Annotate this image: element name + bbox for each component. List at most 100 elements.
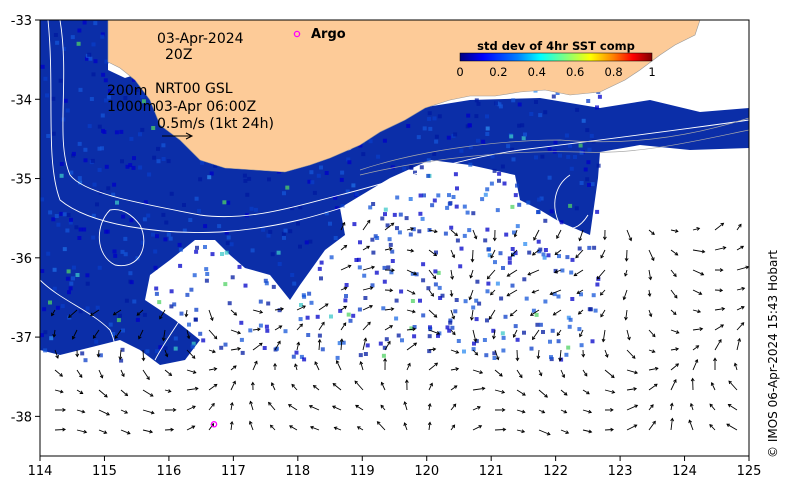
- sst-pixel: [590, 339, 595, 344]
- sst-pixel: [433, 282, 438, 287]
- current-arrow: [554, 269, 562, 274]
- current-arrow-head: [710, 382, 715, 386]
- current-arrow-head: [604, 354, 609, 358]
- current-arrow: [648, 229, 655, 235]
- current-arrow: [249, 421, 254, 431]
- current-arrow: [450, 424, 455, 431]
- sst-pixel: [217, 224, 222, 229]
- sst-pixel: [344, 294, 348, 298]
- current-arrow: [573, 269, 584, 276]
- current-arrow-head: [294, 363, 298, 368]
- current-arrow-head: [186, 335, 191, 340]
- sst-pixel: [147, 172, 152, 177]
- current-arrow-head: [474, 351, 479, 356]
- sst-pixel: [204, 278, 209, 283]
- current-arrow-head: [577, 310, 582, 315]
- current-arrow: [270, 424, 276, 431]
- current-arrow-head: [672, 311, 677, 315]
- sst-pixel: [418, 298, 422, 303]
- current-arrow-head: [277, 340, 281, 345]
- sst-pixel: [194, 196, 199, 201]
- sst-pixel: [422, 126, 427, 131]
- current-arrow-head: [287, 404, 292, 408]
- sst-pixel: [462, 233, 467, 238]
- sst-pixel: [346, 312, 351, 317]
- current-arrow-head: [302, 305, 306, 309]
- current-arrow: [318, 322, 325, 331]
- sst-pixel: [134, 87, 139, 92]
- current-arrow-head: [269, 424, 274, 429]
- current-arrow-head: [624, 272, 628, 277]
- sst-pixel: [543, 299, 548, 304]
- current-arrow: [648, 383, 658, 391]
- argo-label: Argo: [311, 27, 346, 42]
- sst-pixel: [98, 353, 103, 358]
- current-arrow: [428, 422, 431, 431]
- sst-pixel: [75, 273, 80, 277]
- current-arrow-head: [521, 409, 526, 414]
- sst-pixel: [498, 104, 503, 109]
- sst-pixel: [85, 306, 90, 311]
- sst-pixel: [78, 227, 83, 232]
- sst-pixel: [123, 236, 128, 241]
- sst-pixel: [70, 35, 75, 40]
- sst-pixel: [384, 337, 389, 342]
- current-arrow-head: [473, 338, 478, 343]
- sst-pixel: [166, 159, 171, 164]
- sst-pixel: [105, 229, 110, 234]
- current-arrow-head: [106, 412, 110, 416]
- current-arrow-head: [126, 430, 131, 435]
- sst-pixel: [437, 114, 442, 119]
- current-arrow-head: [112, 311, 117, 316]
- sst-pixel: [76, 41, 81, 46]
- sst-pixel: [386, 265, 391, 270]
- current-arrow: [208, 423, 214, 431]
- sst-pixel: [132, 156, 136, 161]
- sst-pixel: [306, 333, 311, 337]
- sst-pixel: [341, 340, 346, 345]
- sst-pixel: [537, 197, 542, 202]
- sst-pixel: [340, 170, 345, 175]
- current-arrow: [596, 269, 606, 280]
- sst-pixel: [510, 247, 515, 251]
- current-arrow: [527, 269, 540, 276]
- sst-pixel: [520, 123, 525, 128]
- sst-pixel: [124, 298, 129, 303]
- sst-pixel: [299, 303, 303, 307]
- sst-pixel: [309, 170, 314, 175]
- current-arrow-head: [648, 276, 653, 281]
- sst-pixel: [158, 345, 163, 350]
- sst-pixel: [119, 358, 124, 363]
- sst-pixel: [426, 158, 431, 163]
- current-arrow: [404, 422, 408, 431]
- sst-pixel: [586, 160, 591, 165]
- sst-pixel: [43, 348, 48, 353]
- current-arrow-head: [688, 419, 692, 424]
- sst-pixel: [566, 345, 571, 350]
- current-arrow-head: [52, 333, 57, 338]
- sst-pixel: [290, 273, 295, 277]
- current-arrow-head: [332, 405, 336, 410]
- sst-pixel: [573, 155, 577, 159]
- sst-pixel: [586, 99, 591, 103]
- current-arrow-head: [170, 427, 175, 432]
- sst-pixel: [223, 282, 228, 287]
- sst-pixel: [58, 78, 63, 83]
- current-arrow: [54, 428, 66, 431]
- current-arrow-head: [75, 353, 80, 358]
- colorbar-tick-label: 0.6: [566, 65, 584, 79]
- current-arrow-head: [141, 357, 146, 362]
- current-arrow-head: [532, 336, 536, 341]
- current-arrow-head: [648, 313, 653, 318]
- current-arrow: [533, 229, 540, 241]
- current-arrow: [340, 245, 347, 251]
- sst-pixel: [153, 265, 158, 270]
- current-arrow-head: [510, 253, 515, 257]
- current-arrow: [625, 309, 628, 320]
- sst-pixel: [78, 309, 83, 314]
- current-arrow: [53, 329, 56, 337]
- sst-pixel: [55, 40, 60, 45]
- current-arrow: [728, 380, 738, 391]
- sst-pixel: [524, 296, 529, 301]
- current-arrow-head: [167, 389, 172, 393]
